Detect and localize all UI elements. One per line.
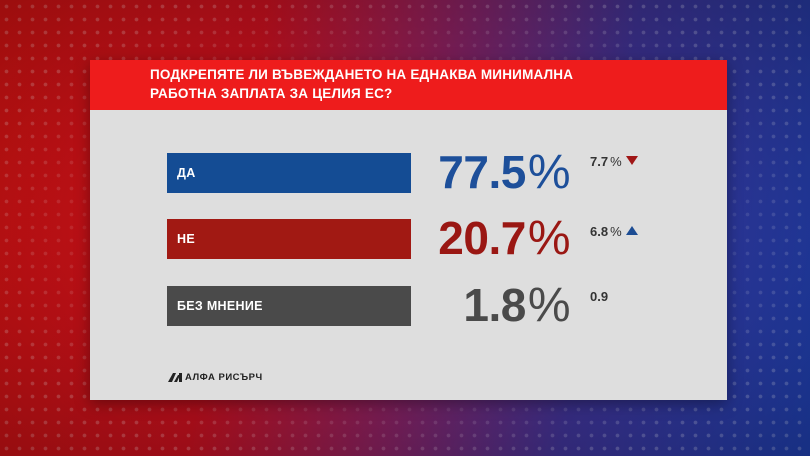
percent-no-opinion: 1.8% [424,281,570,330]
change-value-no-opinion: 0.9 [590,289,609,304]
change-no: 6.8% [590,224,638,240]
percent-value-no-opinion: 1.8 [463,279,526,331]
percent-sign-yes: % [527,146,571,199]
answer-label-no: НЕ [177,232,195,246]
question-line-2: РАБОТНА ЗАПЛАТА ЗА ЦЕЛИЯ ЕС? [150,86,393,101]
answer-label-yes: ДА [177,166,196,180]
change-no-opinion: 0.9 [590,289,608,305]
percent-value-yes: 77.5 [438,146,526,198]
answer-bar-no: НЕ [167,219,411,259]
answer-label-no-opinion: БЕЗ МНЕНИЕ [177,299,263,313]
answer-bar-no-opinion: БЕЗ МНЕНИЕ [167,286,411,326]
percent-yes: 77.5% [424,148,570,197]
arrow-down-icon [625,156,638,165]
logo-text: АЛФА РИСЪРЧ [185,372,263,383]
question-header: ПОДКРЕПЯТЕ ЛИ ВЪВЕЖДАНЕТО НА ЕДНАКВА МИН… [90,60,727,110]
alpha-research-logo-icon [168,373,182,382]
change-value-no: 6.8 [590,224,609,239]
change-value-yes: 7.7 [590,154,609,169]
answer-bar-yes: ДА [167,153,411,193]
percent-value-no: 20.7 [438,212,526,264]
change-sign-no: % [610,224,622,239]
change-yes: 7.7% [590,154,638,170]
percent-sign-no-opinion: % [527,279,571,332]
percent-sign-no: % [527,212,571,265]
poll-card: ПОДКРЕПЯТЕ ЛИ ВЪВЕЖДАНЕТО НА ЕДНАКВА МИН… [90,60,727,400]
percent-no: 20.7% [424,214,570,263]
question-line-1: ПОДКРЕПЯТЕ ЛИ ВЪВЕЖДАНЕТО НА ЕДНАКВА МИН… [150,67,574,82]
alpha-research-logo: АЛФА РИСЪРЧ [167,372,263,383]
change-sign-yes: % [610,154,622,169]
arrow-up-icon [625,226,638,235]
